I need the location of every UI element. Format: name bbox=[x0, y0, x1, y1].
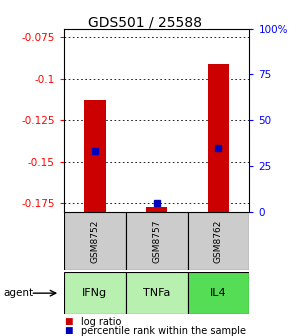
Text: agent: agent bbox=[3, 288, 33, 298]
Bar bbox=[126, 212, 188, 270]
Bar bbox=[208, 64, 229, 212]
Bar bbox=[84, 100, 106, 212]
Text: log ratio: log ratio bbox=[81, 317, 122, 327]
Text: ■: ■ bbox=[64, 326, 72, 335]
Text: ■: ■ bbox=[64, 318, 72, 326]
Text: percentile rank within the sample: percentile rank within the sample bbox=[81, 326, 246, 336]
Bar bbox=[188, 272, 249, 314]
Bar bbox=[146, 207, 167, 212]
Text: IL4: IL4 bbox=[210, 288, 227, 298]
Text: GSM8752: GSM8752 bbox=[90, 219, 99, 263]
Bar bbox=[64, 272, 126, 314]
Text: GDS501 / 25588: GDS501 / 25588 bbox=[88, 15, 202, 29]
Text: IFNg: IFNg bbox=[82, 288, 107, 298]
Text: GSM8757: GSM8757 bbox=[152, 219, 161, 263]
Text: TNFa: TNFa bbox=[143, 288, 170, 298]
Bar bbox=[126, 272, 188, 314]
Bar bbox=[188, 212, 249, 270]
Bar bbox=[64, 212, 126, 270]
Text: GSM8762: GSM8762 bbox=[214, 219, 223, 263]
